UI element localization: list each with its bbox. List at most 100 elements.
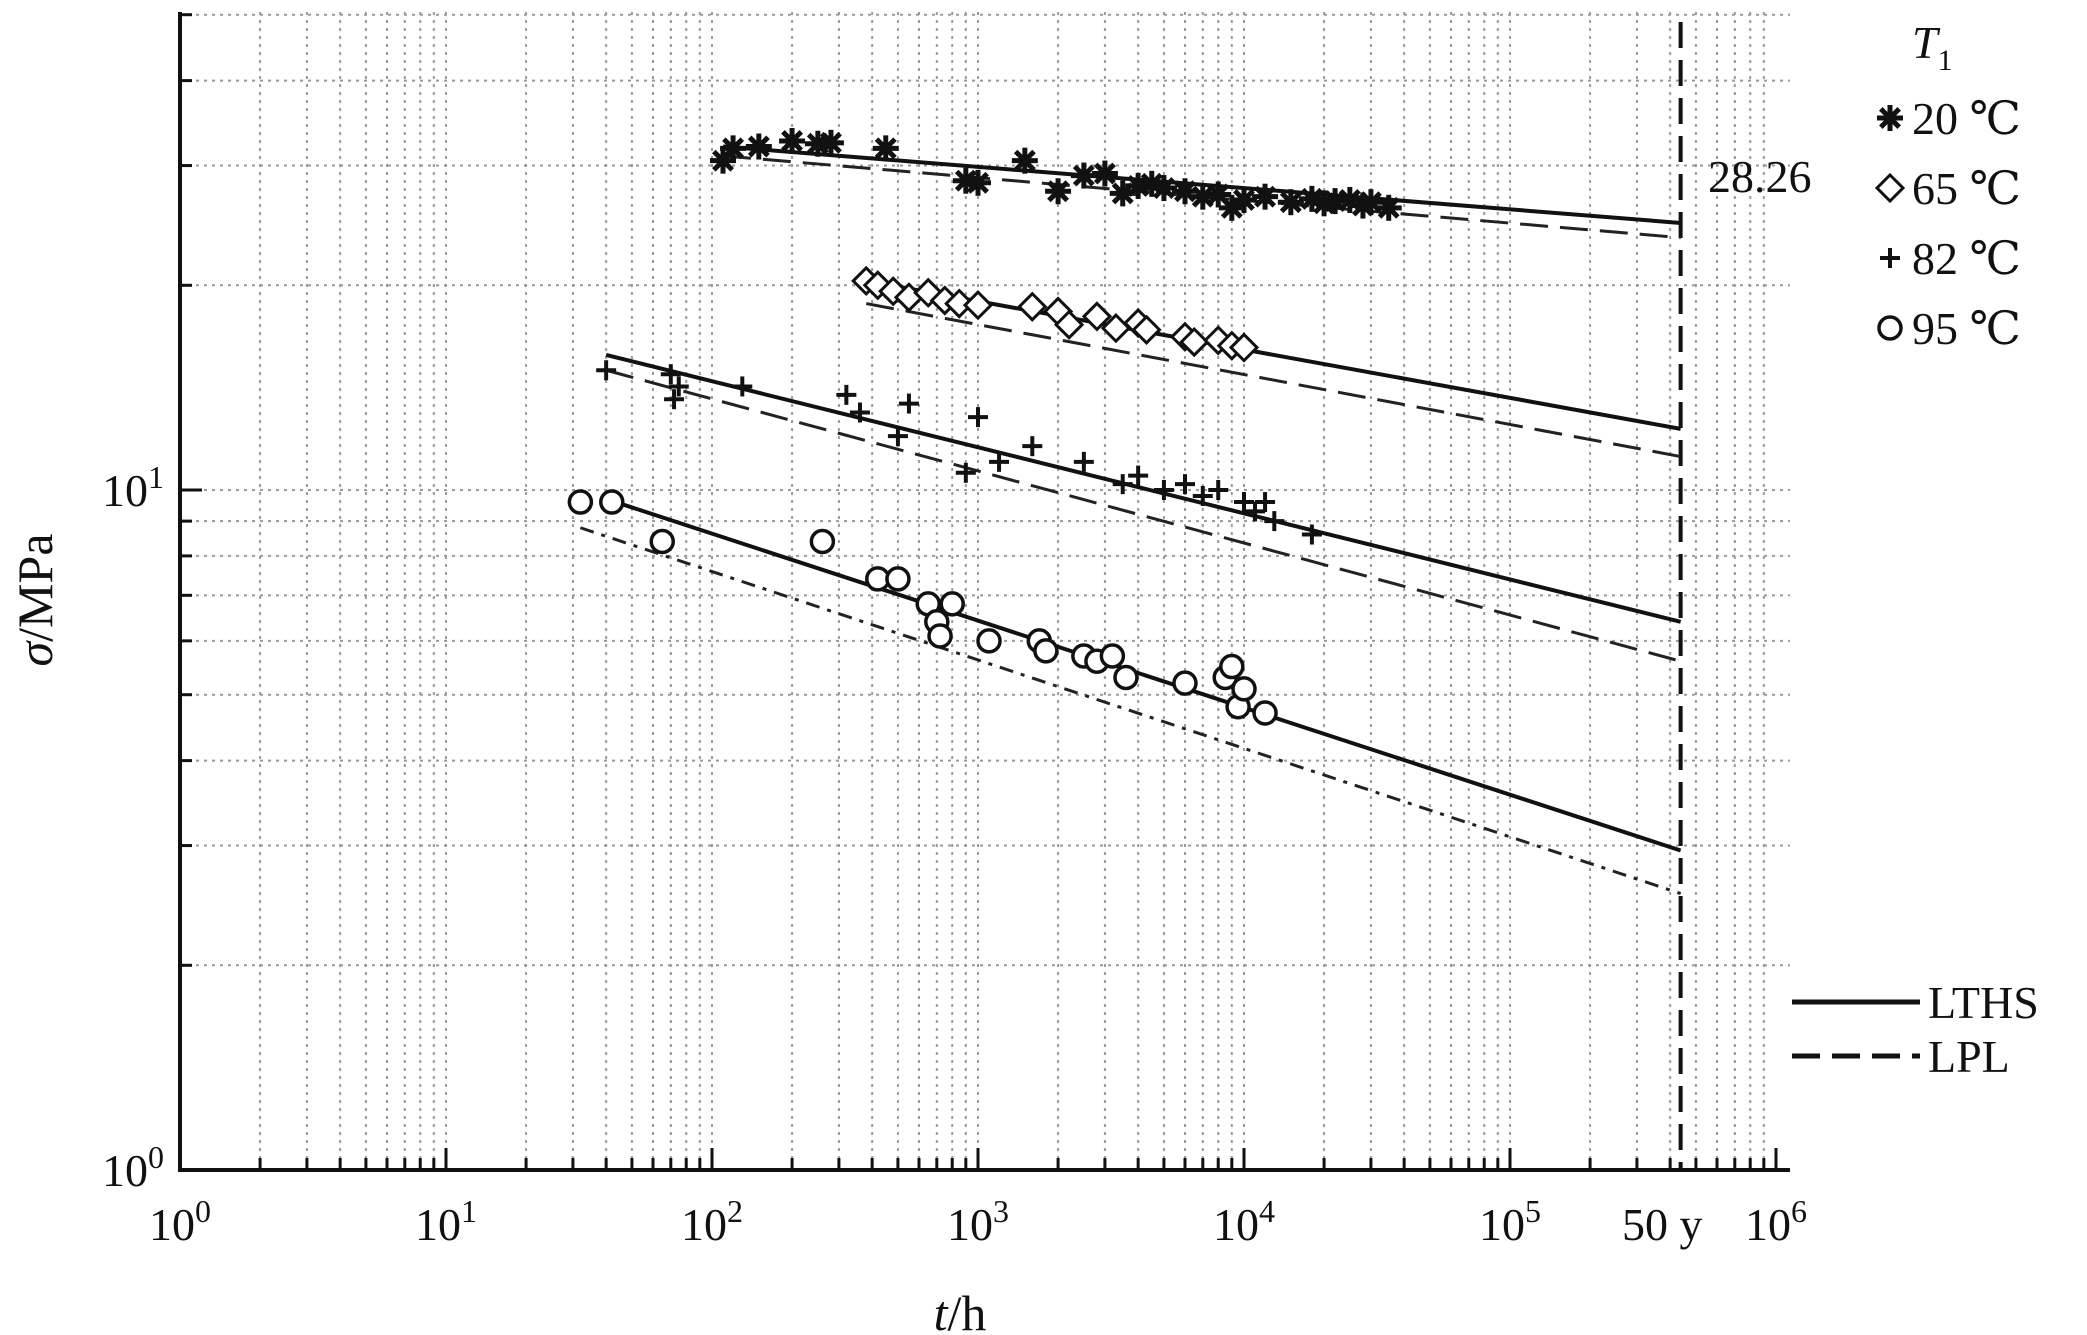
legend-title: T1	[1912, 17, 1953, 77]
data-point-plus	[1255, 492, 1276, 513]
data-point-plus	[836, 384, 857, 405]
legend-lths-label: LTHS	[1928, 977, 2039, 1028]
data-point-plus	[1073, 451, 1094, 472]
data-point-star	[1011, 147, 1038, 174]
data-point-plus	[989, 451, 1010, 472]
data-point-star	[779, 128, 806, 155]
x-tick-label: 106	[1745, 1193, 1807, 1250]
data-point-diamond	[1053, 309, 1085, 340]
data-point-plus	[1174, 474, 1195, 495]
axes	[178, 12, 1790, 1172]
legend-label: 65 ℃	[1912, 163, 2021, 214]
data-point-circle	[809, 528, 836, 555]
data-markers	[567, 128, 1402, 726]
data-point-circle	[939, 591, 965, 617]
data-point-star	[872, 135, 899, 162]
data-point-plus	[668, 376, 689, 397]
data-point-plus	[1022, 436, 1043, 457]
data-point-diamond	[1228, 332, 1260, 363]
data-point-circle	[1099, 643, 1126, 669]
x-tick-label: 104	[1213, 1193, 1275, 1250]
data-point-plus	[1153, 480, 1174, 500]
data-point-star	[965, 169, 991, 196]
fit-lines	[579, 144, 1682, 895]
data-point-star	[1205, 181, 1232, 208]
data-point-star	[1277, 189, 1304, 216]
data-point-star	[1150, 175, 1177, 202]
marker-50y-label: 50 y	[1622, 1199, 1703, 1250]
lths-line	[865, 278, 1681, 431]
data-point-plus	[898, 393, 919, 414]
data-point-circle	[976, 628, 1002, 654]
lths-line	[605, 497, 1682, 853]
data-point-circle	[649, 528, 675, 555]
data-point-plus	[1208, 480, 1229, 500]
legend-marker-star	[1877, 105, 1903, 131]
legend-label: 82 ℃	[1912, 233, 2021, 284]
data-point-diamond	[1131, 314, 1162, 345]
data-point-plus	[955, 462, 976, 483]
lpl-line	[865, 302, 1681, 459]
data-point-star	[1252, 183, 1279, 210]
data-point-diamond	[1179, 326, 1210, 358]
y-axis-title: σ/MPa	[7, 533, 63, 666]
data-point-circle	[1113, 664, 1139, 691]
tick-labels: 100 101 102 103 104 105 106 100 101	[102, 459, 1807, 1250]
data-point-plus	[1192, 485, 1213, 506]
temperature-legend: T1 20 ℃ 65 ℃ 82 ℃ 95 ℃	[1874, 17, 2021, 354]
data-point-plus	[849, 402, 870, 423]
lpl-line	[579, 526, 1682, 895]
data-point-star	[745, 133, 772, 160]
lpl-line	[605, 368, 1682, 663]
legend-marker-circle	[1877, 315, 1903, 341]
data-point-diamond	[944, 288, 975, 319]
data-point-star	[1045, 178, 1072, 205]
legend-label: 20 ℃	[1912, 93, 2021, 144]
data-point-plus	[732, 376, 753, 397]
data-point-circle	[885, 566, 911, 592]
data-point-circle	[567, 489, 594, 515]
x-tick-label: 102	[681, 1193, 743, 1250]
data-point-circle	[1033, 638, 1059, 664]
x-axis-title: t/h	[934, 1285, 987, 1335]
x-tick-label: 103	[947, 1193, 1009, 1250]
data-point-plus	[1234, 492, 1254, 513]
legend-marker-diamond	[1874, 172, 1906, 204]
data-point-star	[1231, 186, 1257, 213]
data-point-diamond	[1017, 291, 1048, 322]
data-point-plus	[664, 389, 685, 410]
data-point-plus	[1112, 474, 1133, 495]
legend-marker-plus	[1880, 248, 1900, 268]
data-point-plus	[1128, 465, 1149, 486]
data-point-star	[1375, 194, 1402, 221]
data-point-circle	[599, 489, 625, 515]
data-point-star	[720, 135, 747, 162]
lths-line	[605, 352, 1682, 624]
data-point-circle	[1231, 676, 1257, 702]
data-point-circle	[1252, 700, 1278, 726]
data-point-plus	[968, 407, 988, 428]
y-tick-label: 101	[102, 459, 164, 516]
data-point-plus	[1264, 511, 1285, 532]
data-point-plus	[887, 426, 908, 447]
data-point-circle	[1219, 653, 1245, 680]
data-point-circle	[1172, 670, 1198, 696]
x-tick-label: 105	[1479, 1193, 1541, 1250]
data-point-diamond	[962, 290, 994, 321]
data-point-diamond	[1081, 301, 1113, 332]
annotation-28-26: 28.26	[1708, 151, 1812, 202]
legend-lpl-label: LPL	[1928, 1031, 2010, 1082]
x-tick-label: 101	[415, 1193, 477, 1250]
data-point-star	[817, 129, 844, 156]
data-point-plus	[1301, 524, 1322, 545]
line-style-legend: LTHS LPL	[1792, 977, 2039, 1082]
data-point-circle	[927, 623, 953, 649]
y-tick-label: 100	[102, 1139, 164, 1196]
data-point-plus	[1245, 501, 1266, 522]
legend-label: 95 ℃	[1912, 303, 2021, 354]
x-tick-label: 100	[149, 1193, 211, 1250]
data-point-plus	[596, 360, 617, 381]
data-point-plus	[660, 364, 681, 385]
data-point-star	[1091, 160, 1118, 187]
